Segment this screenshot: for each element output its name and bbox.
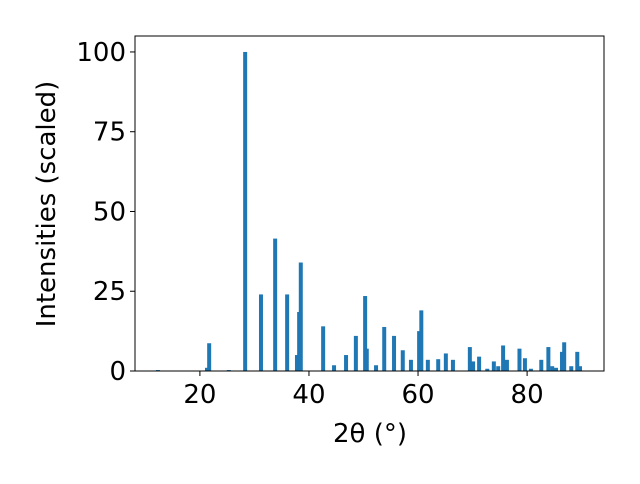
bar [285,294,290,371]
y-tick-label: 75 [93,118,126,148]
bar [501,345,506,371]
y-tick-label: 50 [93,197,126,227]
bar [417,331,422,371]
bar [569,366,574,371]
y-tick-label: 0 [109,357,126,387]
bar [374,365,379,371]
bar [504,359,509,371]
y-tick-label: 25 [93,277,126,307]
bar [298,262,303,371]
x-tick-label: 80 [511,380,544,410]
bar [578,366,583,371]
bar [243,51,248,371]
bar [353,335,358,371]
bar [550,366,555,371]
bar [560,351,565,371]
bar [425,359,430,371]
bar [491,361,496,371]
bar [539,359,544,371]
bar [471,361,476,371]
bar [419,310,424,371]
bar [207,343,212,371]
bar [562,342,567,371]
bar [408,359,413,371]
bar [204,367,209,371]
bar [364,348,369,371]
bar [344,355,349,371]
bar [392,335,397,371]
bar [400,350,405,371]
bar [450,359,455,371]
bar [467,347,472,371]
bar [522,358,527,371]
bar [321,326,326,371]
x-axis-label: 2θ (°) [333,419,407,449]
bar [554,367,559,371]
bar [273,238,278,371]
bar [528,368,533,371]
bar [382,326,387,371]
bar [546,347,551,371]
y-tick-label: 100 [76,38,126,68]
x-tick-label: 60 [401,380,434,410]
bar [332,365,337,371]
bar [258,294,263,371]
bar [496,366,501,371]
bar [485,368,490,371]
bar [575,351,580,371]
x-tick-label: 40 [292,380,325,410]
bar [443,353,448,371]
axes-frame [134,35,605,372]
bar [363,296,368,371]
bar [517,348,522,371]
bar [477,356,482,371]
x-tick-label: 20 [183,380,216,410]
bar [436,359,441,371]
plot-area [155,51,583,371]
y-axis-label: Intensities (scaled) [32,81,62,328]
bar [294,355,299,371]
